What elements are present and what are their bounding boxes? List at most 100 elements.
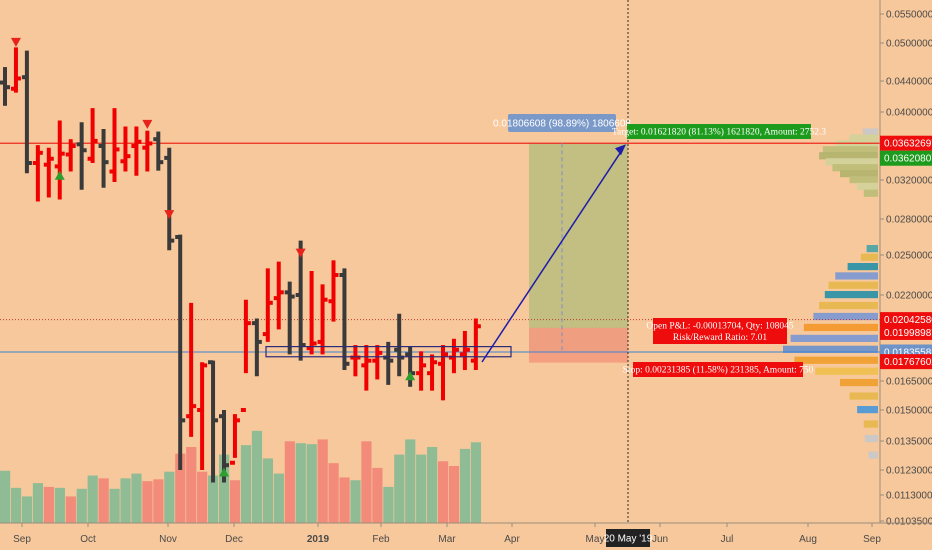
- x-tick-label: Nov: [159, 534, 177, 545]
- price-tag: 0.03620807: [880, 150, 932, 166]
- x-tick-label: Jul: [721, 534, 734, 545]
- x-tick-label: 2019: [307, 534, 330, 545]
- volume-profile-bar: [847, 263, 878, 271]
- x-tick-label: Mar: [438, 534, 456, 545]
- volume-bar: [295, 443, 306, 523]
- ohlc-bars: [0, 47, 481, 483]
- ohlc-bar: [54, 120, 65, 200]
- volume-profile-bar: [803, 323, 878, 332]
- buy-signal-icon: [405, 371, 416, 381]
- volume-bar: [372, 467, 383, 523]
- volume-profile-bar: [828, 281, 878, 289]
- projection-arrow[interactable]: [481, 149, 623, 363]
- ohlc-bar: [76, 122, 87, 190]
- price-tag-text: 0.03620807: [884, 154, 932, 165]
- ohlc-bar: [87, 108, 98, 163]
- ohlc-bar: [394, 313, 405, 377]
- volume-bar: [21, 496, 33, 523]
- stop-label: Stop: 0.00231385 (11.58%) 231385, Amount…: [623, 362, 814, 377]
- ohlc-bar: [273, 261, 284, 330]
- x-tick-label: Feb: [372, 534, 390, 545]
- ohlc-bar: [142, 130, 153, 172]
- ohlc-bar: [317, 284, 328, 355]
- volume-bar: [142, 481, 153, 523]
- ohlc-bar: [427, 354, 438, 391]
- x-tick-label: Aug: [799, 534, 817, 545]
- volume-profile-bar: [819, 152, 878, 160]
- entry-range-box[interactable]: [265, 346, 512, 358]
- volume-bar: [0, 470, 11, 523]
- measure-label-text: 0.01806608 (98.89%) 1806608: [493, 119, 631, 130]
- volume-bars: [0, 430, 482, 523]
- volume-bar: [98, 478, 109, 523]
- x-axis[interactable]: Sep Oct Nov Dec 2019 Feb Mar Apr May Jun Jul Aug Sep: [13, 523, 881, 545]
- volume-bar: [328, 463, 339, 523]
- ohlc-bar: [164, 147, 175, 251]
- sell-signal-icon: [295, 248, 306, 258]
- volume-bar: [284, 441, 295, 523]
- ohlc-bar: [438, 345, 448, 401]
- x-tick-label: May: [586, 534, 605, 545]
- volume-profile-bar: [849, 134, 878, 142]
- ohlc-bar: [284, 281, 295, 355]
- crosshair-date-tag: 20 May '19: [604, 529, 653, 547]
- price-tag-text: 0.01835581: [884, 347, 932, 358]
- volume-profile-bar: [825, 158, 878, 166]
- volume-profile-bar: [866, 245, 878, 253]
- ohlc-bar: [295, 240, 306, 361]
- ohlc-bar: [65, 139, 76, 172]
- volume-profile-bar: [783, 345, 878, 353]
- volume-profile-bar: [857, 182, 878, 191]
- ohlc-bar: [109, 108, 120, 182]
- ohlc-bar: [175, 234, 186, 470]
- volume-profile-bar: [849, 176, 878, 184]
- ohlc-bar: [448, 338, 459, 374]
- volume-bar: [219, 454, 230, 523]
- volume-bar: [197, 471, 208, 523]
- ohlc-bar: [229, 414, 240, 465]
- ohlc-bar: [328, 260, 339, 322]
- volume-bar: [186, 447, 197, 523]
- volume-bar: [317, 439, 328, 523]
- ohlc-bar: [416, 351, 427, 391]
- volume-bar: [109, 488, 120, 523]
- volume-profile-bar: [849, 392, 878, 400]
- volume-bar: [87, 475, 98, 523]
- ohlc-bar: [350, 345, 361, 377]
- volume-profile-bar: [863, 189, 878, 197]
- volume-profile-bar: [815, 367, 878, 375]
- signal-markers: [10, 37, 416, 477]
- volume-profile-bar: [835, 140, 878, 148]
- volume-bar: [175, 453, 186, 523]
- price-tag-text: 0.02042580: [884, 315, 932, 326]
- ohlc-bar: [10, 47, 21, 93]
- arrow-head-icon: [615, 144, 626, 156]
- target-zone[interactable]: [529, 143, 628, 352]
- ohlc-bar: [0, 67, 10, 106]
- volume-profile-bar: [863, 420, 878, 428]
- volume-bar: [208, 475, 219, 523]
- ohlc-bar: [372, 345, 383, 380]
- volume-bar: [120, 478, 131, 523]
- stop-zone[interactable]: [529, 327, 628, 363]
- volume-bar: [43, 486, 54, 523]
- volume-profile-bar: [832, 164, 878, 172]
- volume-profile-bar: [860, 253, 878, 261]
- volume-bar: [65, 496, 76, 523]
- volume-profile: [783, 128, 878, 459]
- volume-bar: [448, 466, 460, 523]
- price-tag: 0.01767602: [880, 354, 932, 370]
- price-tags: 0.03632697 0.03620807 0.02042580 0.01998987…: [880, 135, 932, 370]
- ohlc-bar: [98, 129, 109, 188]
- volume-bar: [470, 442, 482, 523]
